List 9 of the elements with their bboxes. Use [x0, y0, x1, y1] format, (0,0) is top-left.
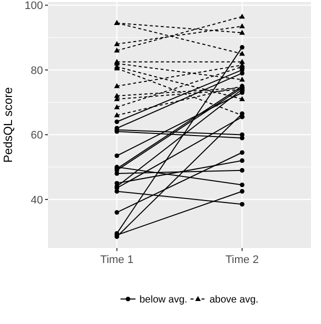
y-tick-label: 100: [24, 0, 43, 12]
x-tick-label: Time 2: [226, 254, 259, 266]
y-tick-label: 80: [30, 64, 43, 77]
legend-label: below avg.: [140, 294, 188, 306]
x-tick-label: Time 1: [100, 254, 134, 266]
y-axis-title: PedsQL score: [1, 86, 15, 163]
y-tick-label: 60: [30, 130, 43, 142]
legend-label: above avg.: [210, 294, 258, 306]
y-tick-label: 40: [30, 194, 43, 206]
